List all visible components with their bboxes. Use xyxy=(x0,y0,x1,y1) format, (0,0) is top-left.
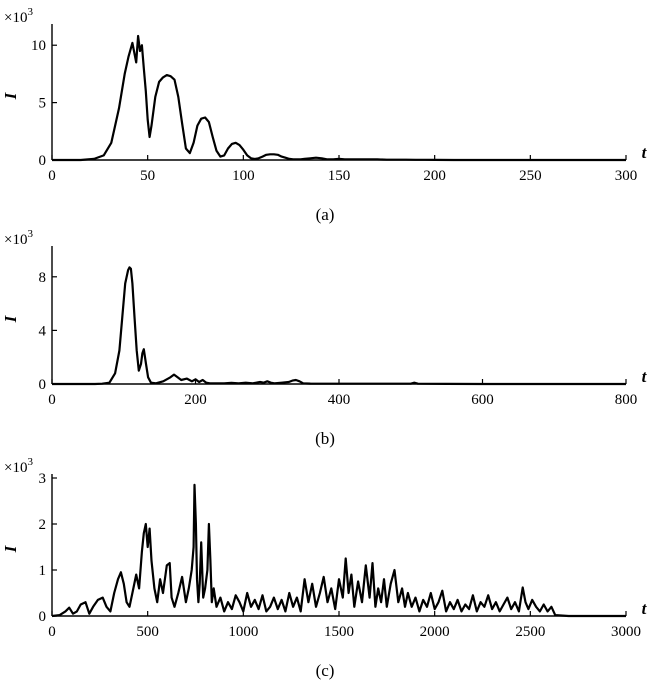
y-tick-label: 8 xyxy=(39,270,47,286)
x-tick-label: 400 xyxy=(328,392,351,408)
y-tick-label: 1 xyxy=(39,563,47,579)
x-tick-label: 200 xyxy=(184,392,207,408)
x-tick-label: 0 xyxy=(48,168,56,184)
series-line-1 xyxy=(52,34,626,162)
x-tick-label: 0 xyxy=(48,392,56,408)
y-tick-label: 5 xyxy=(39,96,47,112)
series-line-1 xyxy=(52,266,626,386)
y-tick-label: 0 xyxy=(39,377,47,393)
x-tick-label: 1500 xyxy=(324,624,354,640)
x-tick-label: 200 xyxy=(423,168,446,184)
series-line-1 xyxy=(51,483,626,618)
y-axis-label: I xyxy=(1,544,20,553)
y-tick-label: 10 xyxy=(31,38,46,54)
y-tick-label: 3 xyxy=(39,471,47,487)
x-tick-label: 600 xyxy=(471,392,494,408)
y-axis-label: I xyxy=(1,314,20,323)
x-tick-label: 3000 xyxy=(611,624,641,640)
x-tick-label: 2500 xyxy=(515,624,545,640)
x-tick-label: 150 xyxy=(328,168,351,184)
panel-caption: (c) xyxy=(316,661,335,680)
chart-panel-2: 0 200 400 600 800 0 4 8 ×103 It (b) xyxy=(1,228,648,448)
x-tick-label: 800 xyxy=(615,392,638,408)
y-multiplier-exponent: 3 xyxy=(27,228,33,240)
y-axis-label: I xyxy=(1,91,20,100)
chart-panel-1: 0 50 100 150 200 250 300 0 5 10 ×103 It (a) xyxy=(1,6,648,224)
y-multiplier-exponent: 3 xyxy=(27,456,33,468)
x-tick-label: 0 xyxy=(48,624,56,640)
y-tick-label: 0 xyxy=(39,609,47,625)
x-tick-label: 250 xyxy=(519,168,542,184)
x-tick-label: 300 xyxy=(615,168,638,184)
x-tick-label: 2000 xyxy=(420,624,450,640)
y-multiplier-exponent: 3 xyxy=(27,6,33,18)
panel-caption: (b) xyxy=(315,429,335,448)
panel-caption: (a) xyxy=(316,205,335,224)
x-axis-label: t xyxy=(642,367,648,386)
x-axis-label: t xyxy=(642,143,648,162)
y-multiplier-label: ×103 xyxy=(4,6,33,26)
y-tick-label: 0 xyxy=(39,153,47,169)
y-tick-label: 4 xyxy=(39,323,47,339)
x-tick-label: 1000 xyxy=(228,624,258,640)
y-multiplier-label: ×103 xyxy=(4,228,33,248)
x-tick-label: 500 xyxy=(136,624,159,640)
x-axis-label: t xyxy=(642,599,648,618)
y-tick-label: 2 xyxy=(39,517,47,533)
y-multiplier-label: ×103 xyxy=(4,456,33,476)
x-tick-label: 50 xyxy=(140,168,155,184)
x-tick-label: 100 xyxy=(232,168,255,184)
